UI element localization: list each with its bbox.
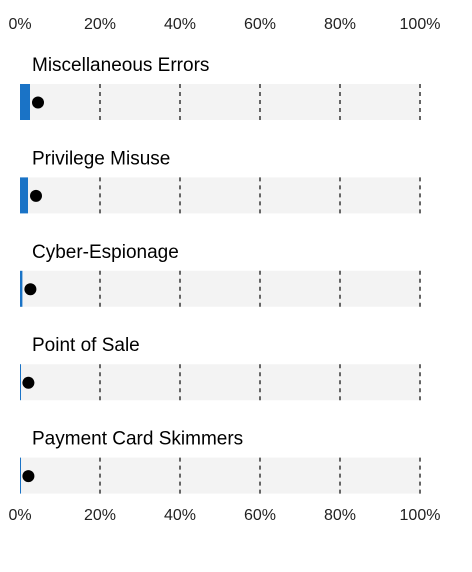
bar xyxy=(20,364,21,401)
bottom-axis-ticks: 0% 20% 40% 60% 80% 100% xyxy=(8,507,440,524)
category-label: Cyber-Espionage xyxy=(32,242,179,263)
chart-row: Cyber-Espionage xyxy=(20,242,421,307)
bottom-tick-label: 40% xyxy=(164,507,196,524)
bar xyxy=(20,177,28,214)
bar-track xyxy=(20,364,420,401)
top-tick-label: 100% xyxy=(400,16,441,33)
top-tick-label: 40% xyxy=(164,16,196,33)
top-tick-label: 0% xyxy=(8,16,31,33)
top-axis-ticks: 0% 20% 40% 60% 80% 100% xyxy=(8,16,440,33)
bar xyxy=(20,457,21,494)
bar-track xyxy=(20,270,420,307)
top-tick-label: 20% xyxy=(84,16,116,33)
top-tick-label: 80% xyxy=(324,16,356,33)
data-point xyxy=(22,470,35,483)
bar-track xyxy=(20,457,420,494)
category-label: Payment Card Skimmers xyxy=(32,429,243,450)
data-point xyxy=(24,283,37,296)
bar xyxy=(20,84,30,120)
bottom-tick-label: 0% xyxy=(8,507,31,524)
data-point xyxy=(30,189,42,202)
bar-track xyxy=(20,177,420,214)
bar-track xyxy=(20,84,420,120)
chart-rows: Miscellaneous Errors Privilege Misuse Cybe… xyxy=(20,55,421,494)
data-point xyxy=(32,96,44,109)
chart-row: Privilege Misuse xyxy=(20,148,421,214)
data-point xyxy=(22,376,35,389)
chart-row: Point of Sale xyxy=(20,335,421,401)
bottom-tick-label: 60% xyxy=(244,507,276,524)
top-tick-label: 60% xyxy=(244,16,276,33)
bottom-tick-label: 100% xyxy=(400,507,441,524)
bottom-tick-label: 20% xyxy=(84,507,116,524)
chart-row: Payment Card Skimmers xyxy=(20,429,421,494)
chart-row: Miscellaneous Errors xyxy=(20,55,421,120)
bar xyxy=(20,270,23,307)
category-label: Miscellaneous Errors xyxy=(32,55,209,76)
bottom-tick-label: 80% xyxy=(324,507,356,524)
category-label: Privilege Misuse xyxy=(32,148,170,169)
category-label: Point of Sale xyxy=(32,335,140,356)
